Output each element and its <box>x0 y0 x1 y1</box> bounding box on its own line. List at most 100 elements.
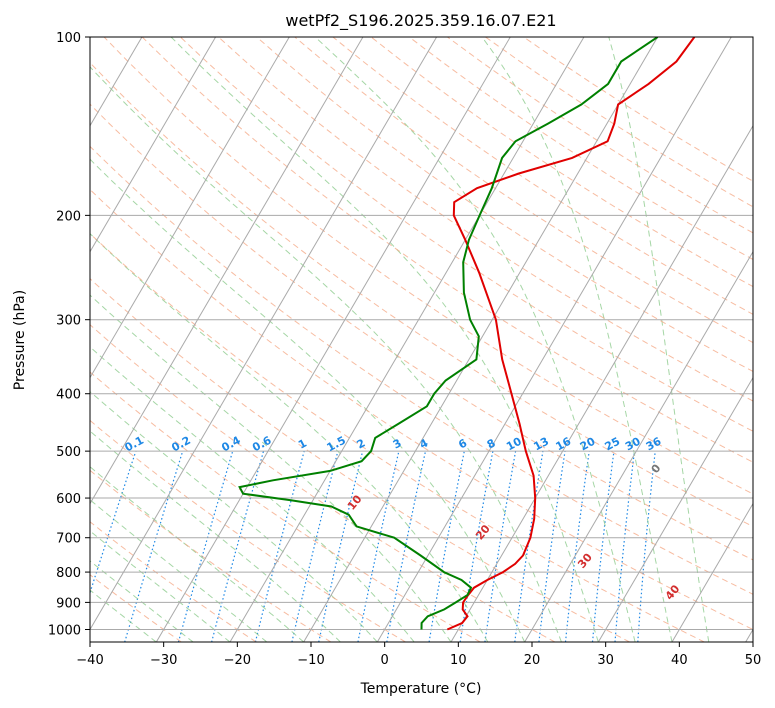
y-tick-label: 800 <box>56 566 81 581</box>
x-tick-label: −40 <box>76 653 103 668</box>
dry-adiabat-line <box>90 419 406 642</box>
moist-adiabat-line <box>481 37 673 642</box>
moist-adiabat-label: 40 <box>663 582 683 602</box>
moist-adiabats <box>90 37 710 642</box>
x-tick-label: 0 <box>381 653 389 668</box>
isotherm-line <box>745 628 753 642</box>
plot-area: 0.10.20.40.611.52346810131620253036-100-… <box>0 37 753 642</box>
profiles <box>238 37 696 631</box>
x-axis-label: Temperature (°C) <box>360 681 482 697</box>
dry-adiabat-line <box>408 37 753 261</box>
isotherms <box>0 37 753 642</box>
moist-adiabat-line <box>90 466 305 642</box>
dry-adiabat-line <box>90 469 332 642</box>
moist-adiabat-label: 10 <box>345 492 365 512</box>
isotherm-line <box>90 37 217 253</box>
isotherm-line <box>524 250 753 642</box>
temperature-profile <box>446 37 696 631</box>
dewpoint-profile <box>238 37 659 630</box>
x-tick-label: −20 <box>224 653 251 668</box>
mixing-ratio-line <box>124 450 184 642</box>
dry-adiabat-line <box>218 37 753 402</box>
mixing-ratio-line <box>177 450 234 642</box>
mixing-ratio-line <box>591 451 615 642</box>
mixing-ratio-label: 4 <box>417 436 430 451</box>
y-tick-label: 700 <box>56 532 81 547</box>
dry-adiabat-line <box>90 103 753 561</box>
dry-adiabats <box>90 37 753 642</box>
line-labels: 0.10.20.40.611.52346810131620253036-100-… <box>123 434 683 603</box>
mixing-ratio-label: 16 <box>554 435 574 454</box>
y-tick-label: 200 <box>56 209 81 224</box>
mixing-ratio-lines <box>90 450 656 642</box>
mixing-ratio-label: 30 <box>623 435 643 454</box>
isotherm-line <box>376 37 732 642</box>
y-tick-label: 400 <box>56 388 81 403</box>
isotherm-line <box>0 37 68 642</box>
dry-adiabat-line <box>90 188 753 631</box>
x-axis: −40 −30 −20 −10 0 10 20 30 40 50 <box>76 642 761 668</box>
dry-adiabat-line <box>103 37 753 495</box>
dry-adiabat-line <box>141 37 753 463</box>
moist-adiabat-line <box>90 294 452 642</box>
moist-adiabat-line <box>90 430 341 642</box>
y-tick-label: 600 <box>56 492 81 507</box>
mixing-ratio-label: 1 <box>296 437 309 452</box>
dry-adiabat-line <box>523 37 753 182</box>
x-tick-label: −10 <box>297 653 324 668</box>
mixing-ratio-line <box>538 451 566 642</box>
mixing-ratio-line <box>90 450 137 595</box>
x-tick-label: 50 <box>745 653 762 668</box>
moist-adiabat-line <box>608 37 710 642</box>
dry-adiabat-line <box>90 371 481 642</box>
moist-adiabat-label: 20 <box>473 522 493 542</box>
mixing-ratio-line <box>318 450 364 642</box>
y-axis: 100 200 300 400 500 600 700 800 900 1000 <box>48 31 90 639</box>
mixing-ratio-line <box>291 450 339 642</box>
moist-adiabat-line <box>90 530 231 642</box>
mixing-ratio-label: 25 <box>603 435 623 454</box>
mixing-ratio-label: 13 <box>531 435 551 454</box>
dry-adiabat-line <box>90 62 753 528</box>
isotherm-line <box>90 37 290 379</box>
y-tick-label: 500 <box>56 445 81 460</box>
x-tick-label: 10 <box>450 653 467 668</box>
moist-adiabat-line <box>90 66 562 642</box>
mixing-ratio-line <box>254 450 305 642</box>
isotherm-line <box>671 502 753 642</box>
dry-adiabat-line <box>90 232 705 642</box>
isotherm-line <box>303 37 659 642</box>
mixing-ratio-line <box>357 450 400 642</box>
mixing-ratio-label: 36 <box>644 435 664 454</box>
y-tick-label: 300 <box>56 314 81 329</box>
x-tick-label: 30 <box>597 653 614 668</box>
y-tick-label: 100 <box>56 31 81 46</box>
dry-adiabat-line <box>447 37 753 234</box>
dry-adiabat-line <box>370 37 753 288</box>
y-tick-label: 1000 <box>48 624 81 639</box>
isotherm-line <box>155 37 511 642</box>
mixing-ratio-line <box>614 451 636 642</box>
moist-adiabat-line <box>90 560 194 642</box>
moist-adiabat-line <box>90 233 489 642</box>
moist-adiabat-line <box>90 158 526 642</box>
x-tick-label: −30 <box>150 653 177 668</box>
mixing-ratio-label: 6 <box>456 436 469 451</box>
y-axis-label: Pressure (hPa) <box>12 290 28 390</box>
plot-frame <box>89 36 754 643</box>
x-tick-label: 20 <box>524 653 541 668</box>
moist-adiabat-line <box>90 346 415 642</box>
mixing-ratio-line <box>484 450 517 642</box>
mixing-ratio-label: 20 <box>578 435 598 454</box>
moist-adiabat-label: 30 <box>575 551 595 571</box>
dry-adiabat-line <box>90 521 257 642</box>
x-tick-label: 40 <box>671 653 688 668</box>
chart-title: wetPf2_S196.2025.359.16.07.E21 <box>285 11 556 31</box>
isotherm-line <box>229 37 585 642</box>
moist-adiabat-line <box>314 37 636 642</box>
isotherm-line <box>90 37 364 505</box>
isotherm-line <box>597 376 753 642</box>
isotherm-line <box>90 37 438 631</box>
moist-adiabat-line <box>90 589 157 642</box>
dry-adiabat-line <box>90 145 753 595</box>
